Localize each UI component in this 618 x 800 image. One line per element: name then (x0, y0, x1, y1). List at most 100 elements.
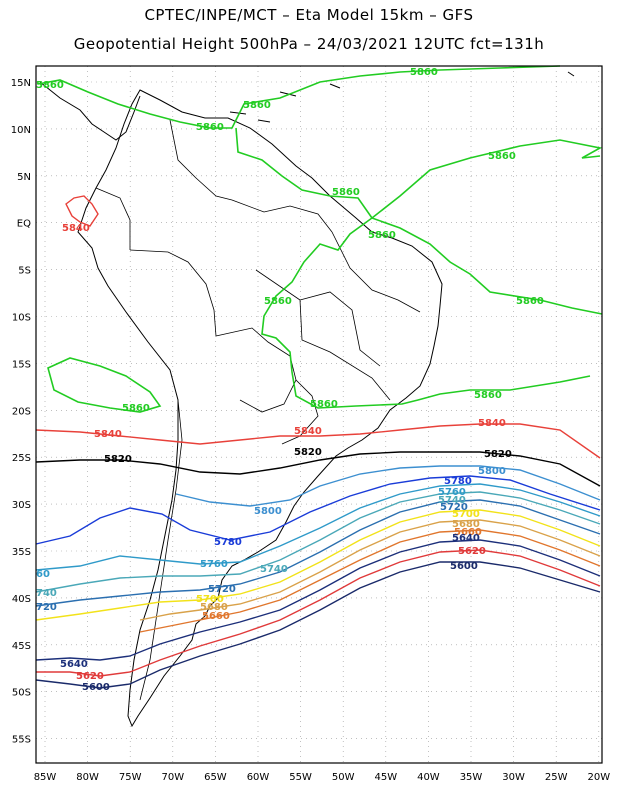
contour-5700 (35, 509, 601, 621)
contour-5680 (139, 519, 601, 621)
latitude-tick-label: 10N (11, 125, 31, 136)
longitude-tick-labels: 85W 80W 75W 70W 65W 60W 55W 50W 45W 40W 35W 30W 25W 2… (34, 772, 611, 783)
label-5780: 5780 (444, 476, 472, 487)
label-5720: 5720 (208, 584, 236, 595)
label-5740: 5740 (438, 495, 466, 506)
contour-5720 (35, 499, 601, 607)
longitude-tick-label: 85W (34, 772, 57, 783)
latitude-tick-labels: 15N 10N 5N EQ 5S 10S 15S 20S 25S 30S 35S 40S 45S 50S 5… (11, 78, 31, 746)
label-5860: 5860 (264, 296, 292, 307)
latitude-tick-label: 5S (18, 266, 31, 277)
label-5800: 5800 (254, 506, 282, 517)
label-5820: 5820 (104, 454, 132, 465)
label-5760: 5760 (200, 559, 228, 570)
central-america-coast (39, 81, 141, 141)
label-5740-partial: 740 (36, 588, 57, 599)
contour-5860-pacific-closed (47, 357, 162, 413)
contour-5740 (35, 491, 601, 593)
label-5760-partial: 60 (36, 569, 50, 580)
latitude-tick-label: 35S (12, 547, 31, 558)
border-peru-brazil (129, 249, 217, 337)
contour-5760 (35, 483, 601, 571)
label-5800: 5800 (478, 466, 506, 477)
label-5840: 5840 (62, 223, 90, 234)
contour-5860-tropical-atlantic (371, 139, 603, 219)
label-5640: 5640 (60, 659, 88, 670)
latitude-tick-label: 25S (12, 453, 31, 464)
label-5740: 5740 (260, 564, 288, 575)
label-5860: 5860 (516, 296, 544, 307)
contour-5860-amazon (235, 127, 591, 409)
country-borders (95, 119, 421, 701)
longitude-tick-label: 25W (545, 772, 568, 783)
latitude-tick-label: 55S (12, 735, 31, 746)
latitude-tick-label: 10S (12, 313, 31, 324)
south-america-coastline (77, 89, 443, 728)
lat-lon-grid (36, 66, 602, 763)
label-5640: 5640 (452, 533, 480, 544)
latitude-tick-label: 50S (12, 688, 31, 699)
label-5760: 5760 (438, 487, 466, 498)
longitude-tick-label: 80W (76, 772, 99, 783)
label-5860: 5860 (122, 403, 150, 414)
label-5840: 5840 (94, 429, 122, 440)
contour-5600 (35, 561, 601, 689)
label-5820: 5820 (484, 449, 512, 460)
longitude-tick-label: 60W (247, 772, 270, 783)
label-5660: 5660 (202, 611, 230, 622)
label-5720-partial: 720 (36, 602, 57, 613)
contour-5780 (35, 475, 601, 545)
label-5860: 5860 (332, 187, 360, 198)
chart-title-line-1: CPTEC/INPE/MCT – Eta Model 15km – GFS (144, 6, 474, 24)
label-5860: 5860 (474, 390, 502, 401)
border-venezuela-brazil (231, 199, 333, 233)
contour-5860-north (37, 65, 561, 129)
longitude-tick-label: 65W (204, 772, 227, 783)
label-5860: 5860 (196, 122, 224, 133)
label-5860: 5860 (410, 67, 438, 78)
label-5860: 5860 (488, 151, 516, 162)
longitude-tick-label: 55W (289, 772, 312, 783)
label-5680: 5680 (200, 602, 228, 613)
latitude-tick-label: 15N (11, 78, 31, 89)
label-5860: 5860 (310, 399, 338, 410)
contour-5860-atlantic (371, 217, 603, 315)
label-5700: 5700 (452, 509, 480, 520)
label-5660: 5660 (454, 527, 482, 538)
longitude-tick-label: 70W (161, 772, 184, 783)
latitude-tick-label: EQ (17, 219, 31, 230)
label-5600: 5600 (82, 682, 110, 693)
label-5840: 5840 (478, 418, 506, 429)
longitude-tick-label: 30W (502, 772, 525, 783)
latitude-tick-label: 40S (12, 594, 31, 605)
border-brazil-states (255, 231, 421, 401)
longitude-tick-label: 45W (374, 772, 397, 783)
longitude-tick-label: 50W (332, 772, 355, 783)
contour-5840-ecuador-closed (65, 195, 99, 227)
contour-5640 (35, 539, 601, 661)
latitude-tick-label: 5N (17, 172, 31, 183)
label-5860: 5860 (243, 100, 271, 111)
contour-5840 (35, 423, 601, 459)
label-5860: 5860 (36, 80, 64, 91)
label-5680: 5680 (452, 519, 480, 530)
latitude-tick-label: 45S (12, 641, 31, 652)
label-5720: 5720 (440, 502, 468, 513)
longitude-tick-label: 35W (460, 772, 483, 783)
contour-labels: 5860 5860 5860 5860 5860 5860 5860 5860 … (36, 67, 544, 693)
contour-5820 (35, 451, 601, 487)
contour-5620 (36, 549, 601, 677)
label-5840: 5840 (294, 426, 322, 437)
border-ecuador-peru (95, 187, 131, 250)
contour-5800 (175, 465, 601, 507)
label-5600: 5600 (450, 561, 478, 572)
latitude-tick-label: 20S (12, 406, 31, 417)
longitude-tick-label: 40W (417, 772, 440, 783)
label-5700: 5700 (196, 594, 224, 605)
latitude-tick-label: 15S (12, 359, 31, 370)
latitude-tick-label: 30S (12, 500, 31, 511)
chart-title-line-2: Geopotential Height 500hPa – 24/03/2021 … (73, 35, 545, 53)
contour-5660 (139, 529, 601, 633)
longitude-tick-label: 20W (587, 772, 610, 783)
